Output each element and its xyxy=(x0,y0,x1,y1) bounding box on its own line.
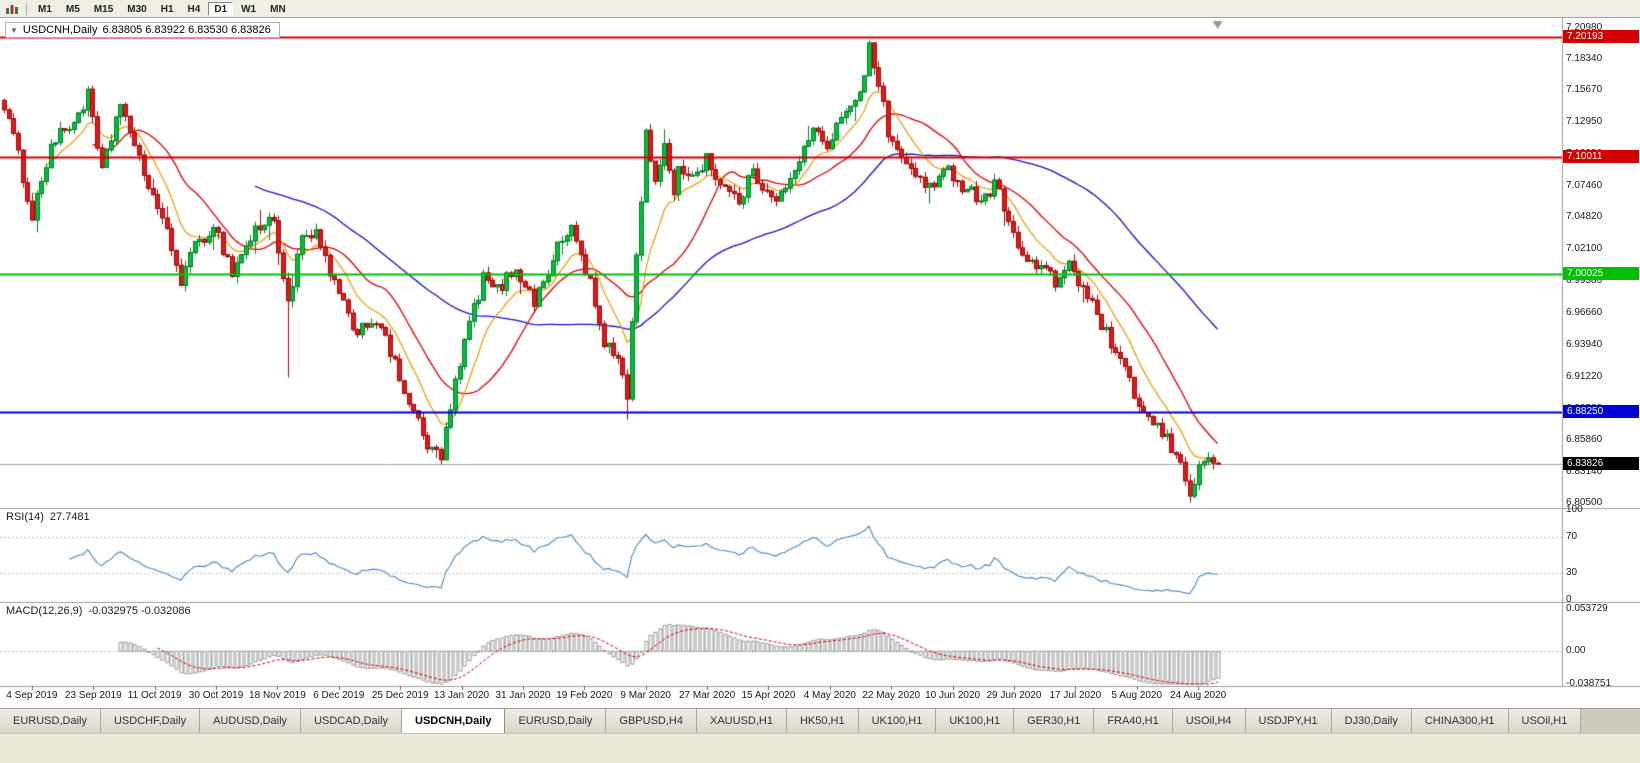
date-axis-label: 29 Jun 2020 xyxy=(986,690,1042,701)
date-axis-label: 13 Jan 2020 xyxy=(434,690,490,701)
price-axis-label: 6.83140 xyxy=(1566,465,1603,477)
tab-usoil-h1[interactable]: USOil,H1 xyxy=(1508,709,1582,733)
tab-usdcad-daily[interactable]: USDCAD,Daily xyxy=(301,709,403,733)
timeframe-m1[interactable]: M1 xyxy=(32,2,58,16)
date-axis-label: 27 Mar 2020 xyxy=(679,690,736,701)
tab-usdcnh-daily[interactable]: USDCNH,Daily xyxy=(402,709,506,733)
timeframe-m15[interactable]: M15 xyxy=(88,2,119,16)
rsi-scale-label: 100 xyxy=(1566,504,1583,515)
date-axis-label: 17 Jul 2020 xyxy=(1049,690,1102,701)
tab-ger30-h1[interactable]: GER30,H1 xyxy=(1014,709,1095,733)
chart-title-box: ▼ USDCNH,Daily 6.83805 6.83922 6.83530 6… xyxy=(5,22,280,38)
macd-panel-label: MACD(12,26,9) -0.032975 -0.032086 xyxy=(6,605,191,617)
tab-xauusd-h1[interactable]: XAUUSD,H1 xyxy=(696,709,787,733)
rsi-indicator-name: RSI(14) xyxy=(6,511,44,523)
level-price-badge: 7.10011 xyxy=(1563,150,1639,164)
tab-eurusd-daily[interactable]: EURUSD,Daily xyxy=(0,709,101,733)
date-axis-label: 30 Oct 2019 xyxy=(188,690,244,701)
tab-uk100-h1[interactable]: UK100,H1 xyxy=(858,709,937,733)
date-axis-label: 11 Oct 2019 xyxy=(127,690,182,701)
price-axis-label: 6.99380 xyxy=(1566,275,1603,287)
date-axis-label: 6 Dec 2019 xyxy=(313,690,365,701)
ohlc-readout: 6.83805 6.83922 6.83530 6.83826 xyxy=(102,24,271,36)
tab-uk100-h1[interactable]: UK100,H1 xyxy=(936,709,1015,733)
chart-tabs: EURUSD,Daily USDCHF,Daily AUDUSD,Daily USDC… xyxy=(0,708,1640,733)
tab-dj30-daily[interactable]: DJ30,Daily xyxy=(1331,709,1412,733)
chart-icon-glyph xyxy=(6,4,18,14)
tab-usdjpy-h1[interactable]: USDJPY,H1 xyxy=(1245,709,1332,733)
chart-area[interactable]: ▼ USDCNH,Daily 6.83805 6.83922 6.83530 6… xyxy=(0,18,1640,708)
rsi-scale-label: 30 xyxy=(1566,567,1578,578)
price-axis-label: 7.07460 xyxy=(1566,180,1603,192)
tab-fra40-h1[interactable]: FRA40,H1 xyxy=(1094,709,1173,733)
price-axis-label: 6.91220 xyxy=(1566,371,1603,383)
date-axis-label: 9 Mar 2020 xyxy=(620,690,671,701)
rsi-scale-label: 0 xyxy=(1566,594,1572,605)
macd-current-values: -0.032975 -0.032086 xyxy=(88,605,191,617)
timeframe-w1[interactable]: W1 xyxy=(235,2,262,16)
timeframe-d1[interactable]: D1 xyxy=(208,1,234,16)
macd-indicator-name: MACD(12,26,9) xyxy=(6,605,83,617)
toolbar-separator xyxy=(26,2,27,15)
timeframe-h4[interactable]: H4 xyxy=(182,2,207,16)
price-axis-label: 6.96660 xyxy=(1566,307,1603,319)
timeframe-m30[interactable]: M30 xyxy=(121,2,152,16)
date-axis-label: 15 Apr 2020 xyxy=(741,690,796,701)
tab-hk50-h1[interactable]: HK50,H1 xyxy=(786,709,859,733)
date-axis-label: 22 May 2020 xyxy=(862,690,921,701)
tab-usoil-h4[interactable]: USOil,H4 xyxy=(1172,709,1246,733)
timeframe-h1[interactable]: H1 xyxy=(155,2,180,16)
collapse-panel-icon[interactable]: ▼ xyxy=(10,25,18,35)
rsi-current-value: 27.7481 xyxy=(49,511,90,523)
timeframe-m5[interactable]: M5 xyxy=(60,2,86,16)
date-axis-label: 5 Aug 2020 xyxy=(1111,690,1163,701)
date-axis-label: 23 Sep 2019 xyxy=(64,690,122,701)
timeframe-buttons: M1 M5 M15 M30 H1 H4 D1 W1 MN xyxy=(32,1,292,16)
date-axis-label: 4 Sep 2019 xyxy=(6,690,58,701)
price-axis-label: 7.18340 xyxy=(1566,52,1603,64)
macd-scale-label: 0.00 xyxy=(1566,645,1586,657)
price-axis-label: 7.12950 xyxy=(1566,116,1603,128)
current-price-badge: 6.83826 xyxy=(1563,457,1639,471)
tab-eurusd-daily[interactable]: EURUSD,Daily xyxy=(505,709,607,733)
timeframe-toolbar: M1 M5 M15 M30 H1 H4 D1 W1 MN xyxy=(0,0,1640,18)
price-axis-label: 7.02100 xyxy=(1566,243,1603,255)
price-axis-label: 7.20980 xyxy=(1566,21,1603,33)
chart-symbol-period: USDCNH,Daily xyxy=(22,24,98,36)
rsi-panel-label: RSI(14) 27.7481 xyxy=(6,511,90,523)
tab-usdchf-daily[interactable]: USDCHF,Daily xyxy=(100,709,201,733)
price-axis-label: 6.93940 xyxy=(1566,339,1603,351)
level-price-badge: 7.20193 xyxy=(1563,30,1639,44)
price-axis-label: 6.85860 xyxy=(1566,434,1603,446)
rsi-scale-label: 70 xyxy=(1566,531,1578,542)
level-price-badge: 7.00025 xyxy=(1563,267,1639,281)
price-chart-canvas[interactable] xyxy=(0,18,1640,708)
timeframe-mn[interactable]: MN xyxy=(264,2,292,16)
date-axis-label: 19 Feb 2020 xyxy=(556,690,613,701)
tab-china300-h1[interactable]: CHINA300,H1 xyxy=(1411,709,1509,733)
date-axis-label: 31 Jan 2020 xyxy=(495,690,551,701)
price-axis-label: 7.15670 xyxy=(1566,84,1603,96)
date-axis-label: 4 May 2020 xyxy=(803,690,856,701)
date-axis-label: 25 Dec 2019 xyxy=(371,690,429,701)
macd-scale-label: -0.038751 xyxy=(1566,677,1612,689)
tab-gbpusd-h4[interactable]: GBPUSD,H4 xyxy=(606,709,697,733)
price-axis-label: 7.04820 xyxy=(1566,211,1603,223)
date-axis-label: 10 Jun 2020 xyxy=(925,690,981,701)
window-bottom-filler xyxy=(0,733,1640,763)
date-axis-label: 24 Aug 2020 xyxy=(1170,690,1227,701)
chart-icon[interactable] xyxy=(3,2,21,16)
price-axis-label: 6.80500 xyxy=(1566,496,1603,508)
date-axis-label: 18 Nov 2019 xyxy=(249,690,306,701)
tab-audusd-daily[interactable]: AUDUSD,Daily xyxy=(200,709,302,733)
macd-scale-label: 0.053729 xyxy=(1566,603,1608,614)
level-price-badge: 6.88250 xyxy=(1563,405,1639,419)
